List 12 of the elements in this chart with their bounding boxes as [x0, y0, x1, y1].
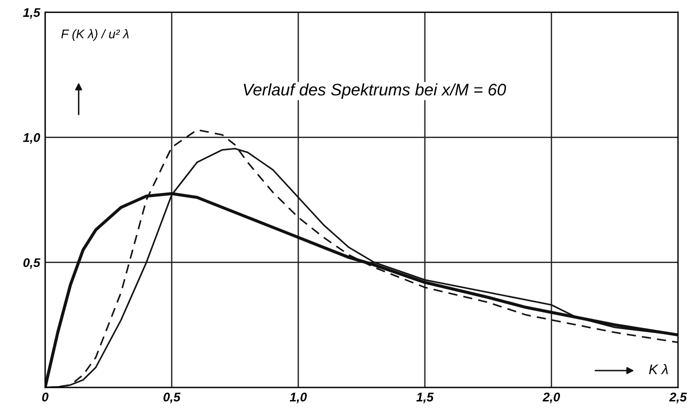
x-tick-label: 0: [42, 392, 48, 402]
x-tick-label: 2,0: [542, 392, 560, 404]
x-tick-label: 1,0: [290, 392, 307, 404]
y-axis-title: F (K λ) / u² λ: [61, 29, 129, 41]
text: Verlauf des Spektrums bei x/M = 60: [244, 83, 506, 99]
x-tick-label: 1,5: [416, 392, 434, 404]
x-axis-title: K λ: [649, 364, 668, 374]
y-tick-label: 1,5: [23, 8, 40, 19]
x-tick-label: 0,5: [164, 392, 181, 404]
y-tick-label: 0,5: [23, 258, 40, 269]
y-tick-label: 1,0: [23, 133, 40, 144]
x-tick-label: 2,5: [669, 392, 687, 404]
